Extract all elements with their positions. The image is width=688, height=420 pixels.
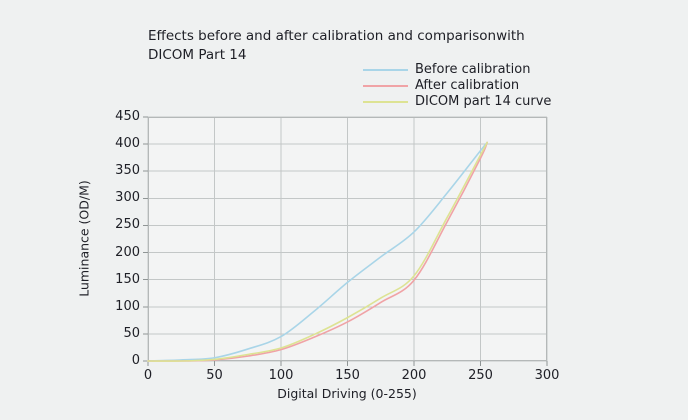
- y-tick-label: 150: [115, 271, 140, 287]
- curve-before-calibration: [147, 141, 488, 362]
- y-tick-label: 250: [115, 217, 140, 233]
- x-tick-label: 50: [206, 368, 223, 383]
- legend-swatch-after-calibration: [363, 85, 408, 87]
- legend-swatch-before-calibration: [363, 69, 408, 71]
- y-tick-label: 0: [131, 353, 140, 368]
- y-axis-title: Luminance (OD/M): [76, 180, 92, 297]
- y-tick-label: 400: [115, 136, 140, 152]
- x-tick-label: 0: [143, 368, 153, 383]
- y-tick-label: 100: [115, 298, 140, 314]
- x-tick-label: 250: [468, 368, 493, 383]
- legend-item-before-calibration: Before calibration: [363, 62, 551, 78]
- x-tick-label: 100: [268, 368, 294, 383]
- chart-title-line1: Effects before and after calibration and…: [148, 28, 525, 44]
- curve-after-calibration: [147, 141, 488, 362]
- plot-area: [143, 116, 548, 366]
- y-tick-label: 300: [115, 190, 140, 206]
- y-tick-label: 50: [123, 325, 140, 341]
- legend-label: After calibration: [415, 78, 520, 93]
- legend-swatch-dicom-part-14-curve: [363, 101, 408, 103]
- x-tick-label: 200: [401, 368, 427, 383]
- legend-item-dicom-part-14-curve: DICOM part 14 curve: [363, 94, 551, 110]
- curve-dicom-part-14-curve: [147, 141, 488, 362]
- legend-item-after-calibration: After calibration: [363, 78, 551, 94]
- chart-title: Effects before and after calibration and…: [148, 27, 525, 65]
- legend-label: Before calibration: [415, 62, 531, 77]
- legend: Before calibration After calibration DICOM…: [363, 62, 551, 110]
- y-tick-label: 200: [115, 244, 140, 260]
- chart-title-line2: DICOM Part 14: [148, 47, 247, 63]
- y-tick-label: 350: [115, 163, 140, 179]
- plot-border: [148, 117, 547, 361]
- x-tick-label: 300: [534, 368, 560, 383]
- x-tick-label: 150: [335, 368, 360, 383]
- plot-svg: [143, 116, 548, 366]
- x-axis-title: Digital Driving (0-255): [277, 386, 417, 401]
- legend-label: DICOM part 14 curve: [415, 94, 552, 109]
- y-tick-label: 450: [115, 109, 140, 124]
